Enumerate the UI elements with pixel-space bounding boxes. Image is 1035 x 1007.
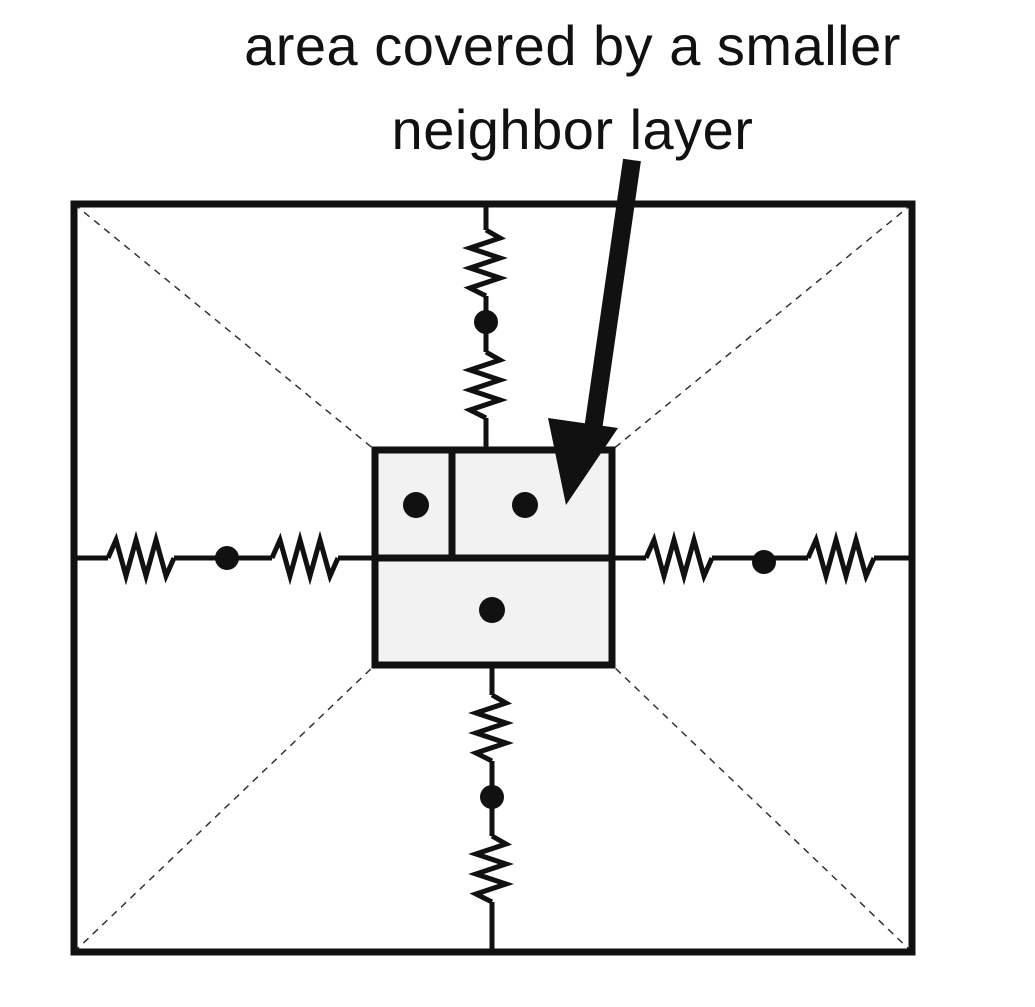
inner-node-left bbox=[403, 492, 429, 518]
diagonal-bottom-left bbox=[73, 664, 376, 953]
right-node bbox=[752, 550, 776, 574]
top-outer-resistor bbox=[462, 227, 508, 299]
right-outer-resistor bbox=[805, 530, 877, 586]
top-inner-resistor bbox=[462, 349, 508, 421]
bottom-outer-resistor bbox=[468, 833, 514, 905]
top-node bbox=[474, 310, 498, 334]
left-inner-resistor bbox=[269, 530, 341, 586]
inner-node-right bbox=[512, 492, 538, 518]
top-resistor-branch bbox=[462, 204, 508, 450]
diagonal-top-left bbox=[73, 203, 376, 451]
annotation-arrow bbox=[548, 158, 641, 505]
diagonal-top-right bbox=[611, 203, 913, 451]
annotation-arrow-head bbox=[548, 418, 618, 505]
inner-node-bottom bbox=[479, 597, 505, 623]
dashed-diagonals bbox=[73, 203, 913, 953]
bottom-inner-resistor bbox=[468, 692, 514, 764]
left-outer-resistor bbox=[105, 530, 177, 586]
bottom-node bbox=[480, 785, 504, 809]
right-inner-resistor bbox=[643, 530, 715, 586]
left-node bbox=[215, 546, 239, 570]
annotation-label-line-1: area covered by a smaller bbox=[244, 14, 901, 77]
diagonal-bottom-right bbox=[611, 664, 913, 953]
annotation-label-line-2: neighbor layer bbox=[391, 98, 754, 161]
